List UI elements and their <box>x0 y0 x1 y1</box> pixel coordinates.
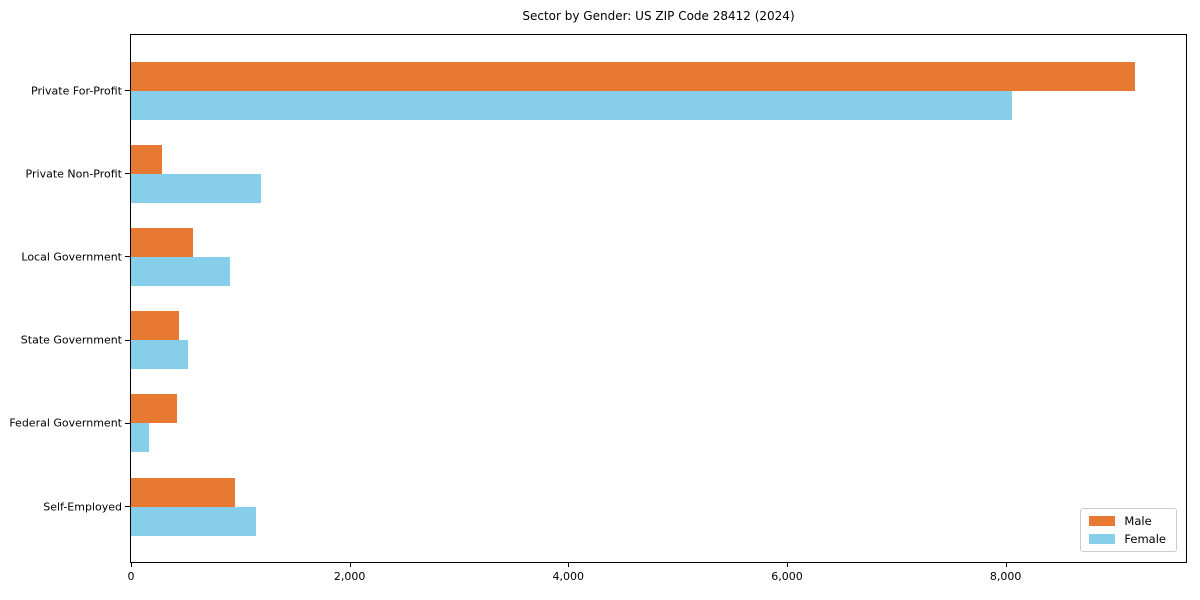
x-label-0: 0 <box>127 570 135 583</box>
x-label-2000: 2,000 <box>333 570 366 583</box>
bar-male-private-for-profit <box>131 61 1136 91</box>
y-tick-state-government <box>125 339 130 341</box>
y-label-self-employed: Self-Employed <box>43 500 122 513</box>
bar-female-state-government <box>131 340 189 370</box>
x-tick-4000 <box>568 562 570 567</box>
y-label-state-government: State Government <box>20 333 122 347</box>
bar-male-state-government <box>131 311 180 341</box>
y-tick-self-employed <box>125 506 130 507</box>
x-label-6000: 6,000 <box>771 570 803 583</box>
y-label-federal-government: Federal Government <box>9 416 122 430</box>
y-tick-private-non-profit <box>125 173 130 175</box>
plot-area: Male Female Private For-Profit Private No… <box>9 34 1187 583</box>
bar-male-local-government <box>131 227 193 257</box>
y-label-local-government: Local Government <box>21 250 122 264</box>
x-label-8000: 8,000 <box>989 570 1022 583</box>
bar-female-private-non-profit <box>131 173 261 203</box>
bar-female-federal-government <box>131 423 150 453</box>
legend-item-male: Male <box>1089 515 1166 527</box>
x-tick-0 <box>131 562 132 567</box>
bar-female-local-government <box>131 256 230 286</box>
legend-swatch-male <box>1089 516 1116 526</box>
chart-title: Sector by Gender: US ZIP Code 28412 (202… <box>522 9 795 23</box>
legend-label-female: Female <box>1124 532 1166 546</box>
bar-female-self-employed <box>131 506 257 536</box>
legend: Male Female <box>1080 508 1177 552</box>
legend-swatch-female <box>1089 534 1116 544</box>
legend-label-male: Male <box>1124 514 1152 528</box>
y-label-private-non-profit: Private Non-Profit <box>25 167 122 181</box>
x-tick-6000 <box>786 562 788 567</box>
bar-male-private-non-profit <box>131 144 162 174</box>
x-tick-2000 <box>349 562 351 567</box>
bar-male-self-employed <box>131 477 235 507</box>
y-tick-federal-government <box>125 422 130 424</box>
x-tick-8000 <box>1005 562 1007 567</box>
y-tick-private-for-profit <box>125 90 130 91</box>
y-tick-local-government <box>125 256 130 258</box>
x-label-4000: 4,000 <box>552 570 585 583</box>
bar-female-private-for-profit <box>131 90 1013 120</box>
legend-item-female: Female <box>1089 533 1166 545</box>
y-label-private-for-profit: Private For-Profit <box>31 84 122 97</box>
bar-male-federal-government <box>131 394 177 424</box>
